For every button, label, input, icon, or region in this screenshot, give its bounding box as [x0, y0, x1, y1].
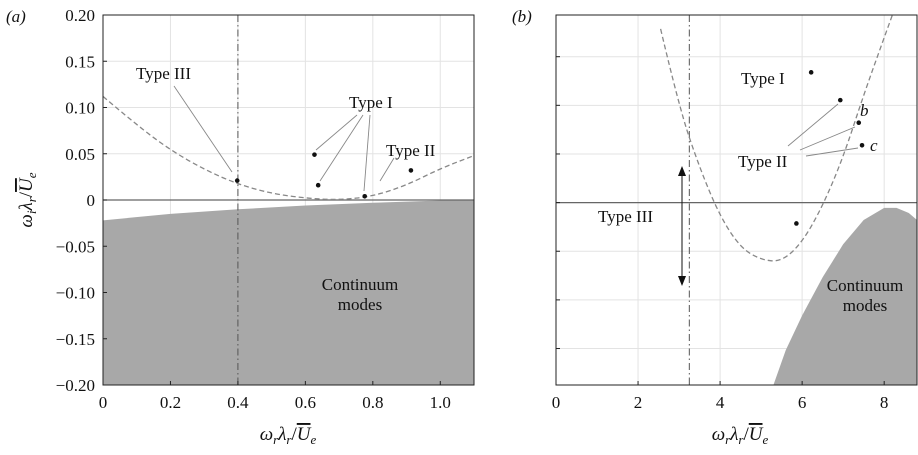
x-tick-label: 2	[634, 393, 643, 412]
data-point-2	[837, 97, 843, 103]
panel-b-frame	[555, 14, 918, 386]
panel-a-dashed-curve	[102, 95, 475, 201]
leader-type-iii	[173, 85, 233, 173]
panel-a: (a) 0 0.2 0.4 0.6 0.8 1.0 −0.20 −0.15 −0.10 −0.0…	[6, 6, 475, 447]
data-point-3	[315, 182, 321, 188]
panel-b-x-ticks: 0 2 4 6 8	[552, 381, 889, 412]
leader-type-i-2	[319, 114, 364, 182]
panel-a-type-ii-label: Type II	[386, 141, 436, 160]
panel-a-continuum-label-1: Continuum	[322, 275, 399, 294]
x-tick-label: 0	[552, 393, 561, 412]
panel-b-type-ii-label: Type II	[738, 152, 788, 171]
data-point-1	[234, 178, 240, 183]
panel-a-type-i-label: Type I	[349, 93, 393, 112]
panel-a-x-axis-label: ωrλr/Ue	[260, 424, 317, 447]
leader-b-type-ii-3	[805, 147, 859, 157]
panel-a-y-axis-label: ωiλr/Ue	[16, 172, 39, 227]
data-point-5	[794, 221, 799, 226]
panel-b-continuum-region	[773, 207, 917, 385]
data-point-3	[856, 120, 862, 125]
x-tick-label: 4	[716, 393, 725, 412]
leader-type-i-3	[363, 114, 371, 192]
panel-b-points	[794, 70, 865, 226]
y-tick-label: 0.15	[65, 52, 95, 71]
y-tick-label: 0.10	[65, 99, 95, 118]
leader-b-type-ii-2	[799, 126, 856, 151]
panel-a-y-ticks: −0.20 −0.15 −0.10 −0.05 0 0.05 0.10 0.15 0.20	[56, 6, 107, 395]
y-tick-label: −0.10	[56, 284, 95, 303]
panel-b-label: (b)	[512, 7, 532, 26]
y-tick-label: 0	[87, 191, 96, 210]
data-point-4	[362, 194, 368, 199]
leader-type-ii	[379, 157, 395, 182]
y-tick-label: 0.05	[65, 145, 95, 164]
panel-b-continuum-label-1: Continuum	[827, 276, 904, 295]
x-tick-label: 1.0	[430, 393, 451, 412]
x-tick-label: 6	[798, 393, 807, 412]
panel-a-type-iii-label: Type III	[136, 64, 191, 83]
x-tick-label: 0.4	[227, 393, 249, 412]
y-tick-label: 0.20	[65, 6, 95, 25]
panel-a-continuum-region	[103, 200, 474, 385]
panel-a-continuum-label-2: modes	[338, 295, 382, 314]
leader-type-i-1	[315, 114, 358, 151]
panel-b-y-ticks	[556, 56, 560, 350]
panel-a-label: (a)	[6, 7, 26, 26]
panel-a-x-ticks: 0 0.2 0.4 0.6 0.8 1.0	[99, 381, 451, 412]
data-point-1	[808, 70, 814, 75]
panel-b-label-b: b	[860, 101, 869, 120]
panel-b-continuum-label-2: modes	[843, 296, 887, 315]
x-tick-label: 0.2	[160, 393, 181, 412]
x-tick-label: 0	[99, 393, 108, 412]
data-point-5	[408, 168, 414, 173]
y-tick-label: −0.15	[56, 330, 95, 349]
panel-b-x-axis-label: ωrλr/Ue	[712, 424, 769, 447]
y-tick-label: −0.20	[56, 376, 95, 395]
leader-b-type-ii-1	[787, 103, 839, 147]
x-tick-label: 0.8	[362, 393, 383, 412]
data-point-4	[859, 142, 865, 148]
panel-b-leader-lines	[787, 103, 859, 157]
panel-b-type-iii-label: Type III	[598, 207, 653, 226]
panel-b-dashed-curve	[659, 15, 893, 262]
panel-a-leader-lines	[173, 85, 395, 192]
panel-a-points	[234, 152, 414, 199]
y-tick-label: −0.05	[56, 237, 95, 256]
x-tick-label: 0.6	[295, 393, 316, 412]
panel-b-type-iii-arrow	[678, 166, 686, 286]
panel-b: (b) 0 2 4 6 8 Type I Type II b c Type III Co…	[512, 7, 918, 447]
panel-b-type-i-label: Type I	[741, 69, 785, 88]
x-tick-label: 8	[880, 393, 889, 412]
data-point-2	[312, 152, 317, 157]
panel-b-label-c: c	[870, 136, 878, 155]
